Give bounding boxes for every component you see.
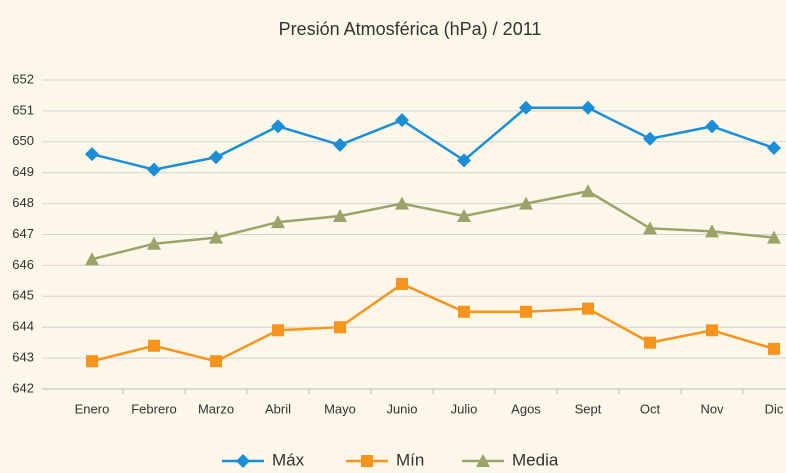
- x-tick-label: Oct: [640, 401, 661, 416]
- series-marker: [147, 236, 161, 250]
- y-tick-label: 651: [12, 102, 34, 117]
- x-tick-label: Abril: [265, 401, 291, 416]
- series-marker: [210, 355, 222, 368]
- legend-label: Máx: [272, 450, 305, 469]
- y-tick-label: 647: [12, 226, 34, 241]
- series-marker: [457, 153, 471, 168]
- x-tick-label: Agos: [511, 401, 541, 416]
- legend-marker: [361, 455, 373, 467]
- x-tick-label: Junio: [386, 401, 417, 416]
- series-marker: [519, 196, 533, 210]
- x-tick-label: Mayo: [324, 401, 356, 416]
- series-marker: [706, 324, 718, 337]
- series-marker: [333, 137, 347, 152]
- legend-label: Mín: [396, 450, 424, 469]
- series-marker: [85, 252, 99, 266]
- series-marker: [767, 140, 781, 155]
- y-tick-label: 646: [12, 257, 34, 272]
- series-marker: [458, 305, 470, 318]
- legend-marker: [236, 454, 250, 468]
- series-marker: [457, 208, 471, 222]
- series-line: [91, 189, 775, 261]
- series-marker: [519, 100, 533, 115]
- series-marker: [644, 336, 656, 349]
- y-tick-label: 644: [12, 319, 34, 334]
- series-marker: [705, 224, 719, 238]
- y-tick-label: 643: [12, 350, 34, 365]
- series-marker: [86, 355, 98, 368]
- series-marker: [767, 230, 781, 244]
- series-marker: [147, 162, 161, 177]
- y-tick-label: 642: [12, 380, 34, 395]
- series-marker: [768, 342, 780, 355]
- y-tick-label: 650: [12, 133, 34, 148]
- series-line: [91, 282, 775, 363]
- x-tick-label: Enero: [75, 401, 110, 416]
- series-marker: [395, 196, 409, 210]
- legend-label: Media: [512, 450, 559, 469]
- series-marker: [643, 131, 657, 146]
- series-marker: [334, 321, 346, 334]
- x-tick-label: Julio: [451, 401, 478, 416]
- series-marker: [520, 305, 532, 318]
- legend-marker: [476, 454, 490, 467]
- chart-title: Presión Atmosférica (hPa) / 2011: [279, 19, 542, 39]
- y-tick-label: 649: [12, 164, 34, 179]
- x-tick-label: Nov: [700, 401, 724, 416]
- series-marker: [395, 113, 409, 128]
- series-marker: [643, 221, 657, 235]
- series-marker: [396, 277, 408, 290]
- y-tick-label: 645: [12, 288, 34, 303]
- series-marker: [209, 150, 223, 165]
- series-marker: [333, 208, 347, 222]
- x-tick-label: Febrero: [131, 401, 177, 416]
- x-tick-label: Sept: [575, 401, 602, 416]
- series-line: [91, 106, 775, 171]
- series-marker: [582, 302, 594, 315]
- series-marker: [85, 147, 99, 162]
- series-marker: [148, 339, 160, 352]
- series-marker: [209, 230, 223, 244]
- x-tick-label: Marzo: [198, 401, 234, 416]
- y-tick-label: 648: [12, 195, 34, 210]
- x-tick-label: Dic: [765, 401, 784, 416]
- series-marker: [271, 119, 285, 134]
- series-marker: [581, 100, 595, 115]
- series-marker: [581, 184, 595, 198]
- series-marker: [705, 119, 719, 134]
- series-marker: [272, 324, 284, 337]
- series-marker: [271, 215, 285, 229]
- y-tick-label: 652: [12, 71, 34, 86]
